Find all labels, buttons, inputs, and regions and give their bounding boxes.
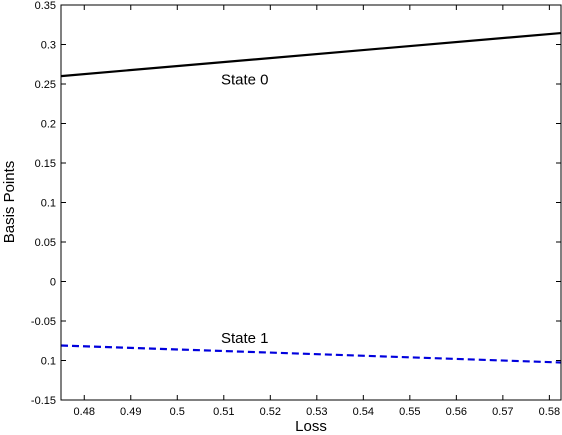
series-line-1 [60, 344, 562, 364]
y-tick-label: 0.1 [41, 356, 56, 368]
plot-frame [60, 4, 562, 401]
y-tick-label: 0 [50, 277, 56, 289]
y-axis-label: Basis Points [1, 161, 18, 244]
x-tick-label: 0.53 [306, 406, 327, 418]
x-tick-label: 0.56 [446, 406, 467, 418]
y-tick-label: 0.35 [35, 0, 56, 12]
annotation-layer: State 0 State 1 [221, 72, 269, 347]
y-tick-label: -0.15 [31, 395, 56, 407]
series-layer [60, 31, 562, 364]
y-tick-label: 0.25 [35, 79, 56, 91]
y-tick-label: 0.2 [41, 119, 56, 131]
x-tick-label: 0.57 [492, 406, 513, 418]
x-tick-label: 0.52 [260, 406, 281, 418]
y-tick-label: 0.15 [35, 158, 56, 170]
x-tick-label: 0.55 [399, 406, 420, 418]
x-tick-label: 0.48 [74, 406, 95, 418]
plot-area [61, 5, 561, 400]
y-tick-label: -0.05 [31, 316, 56, 328]
y-tick-label: 0.3 [41, 40, 56, 52]
annotation-label-1: State 1 [221, 330, 269, 347]
x-tick-label: 0.5 [170, 406, 185, 418]
x-tick-label: 0.58 [539, 406, 560, 418]
y-tick-label: 0.05 [35, 237, 56, 249]
x-tick-label: 0.49 [120, 406, 141, 418]
annotation-label-0: State 0 [221, 72, 269, 89]
x-tick-label: 0.54 [353, 406, 374, 418]
tick-layer: 0.48 0.49 0.5 0.51 0.52 0.53 0.54 0.55 0.56 0.57 0… [31, 0, 561, 418]
x-tick-label: 0.51 [213, 406, 234, 418]
series-line-0 [60, 31, 562, 78]
y-tick-label: 0.1 [41, 198, 56, 210]
x-axis-label: Loss [295, 418, 327, 435]
